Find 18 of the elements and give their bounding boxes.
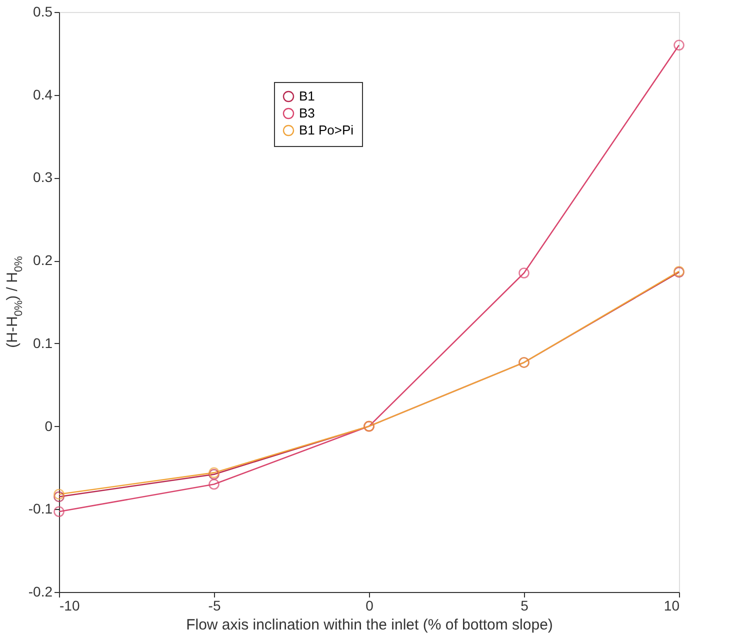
x-tick-label: 0 [366, 598, 374, 614]
y-tick-label: -0.1 [28, 500, 53, 517]
y-tick-label: -0.2 [28, 584, 53, 600]
x-tick-label: 10 [664, 598, 680, 614]
y-axis-title: (H-H0%) / H0% [4, 256, 25, 348]
x-tick-label: -5 [208, 598, 221, 614]
y-tick-label: 0.3 [33, 169, 53, 186]
x-axis-title: Flow axis inclination within the inlet (% of bottom slope) [186, 616, 553, 634]
legend-label: B3 [299, 106, 315, 120]
y-tick-label: 0.5 [33, 4, 53, 20]
x-tick-label: 5 [520, 598, 529, 614]
y-tick-label: 0.1 [33, 334, 53, 351]
y-tick-label: 0 [44, 418, 53, 434]
x-tick-label: -10 [60, 598, 80, 614]
y-tick-label: 0.2 [33, 252, 53, 268]
legend-label: B1 [299, 88, 315, 104]
legend-label: B1 Po>Pi [299, 122, 354, 138]
y-tick-label: 0.4 [33, 86, 53, 102]
